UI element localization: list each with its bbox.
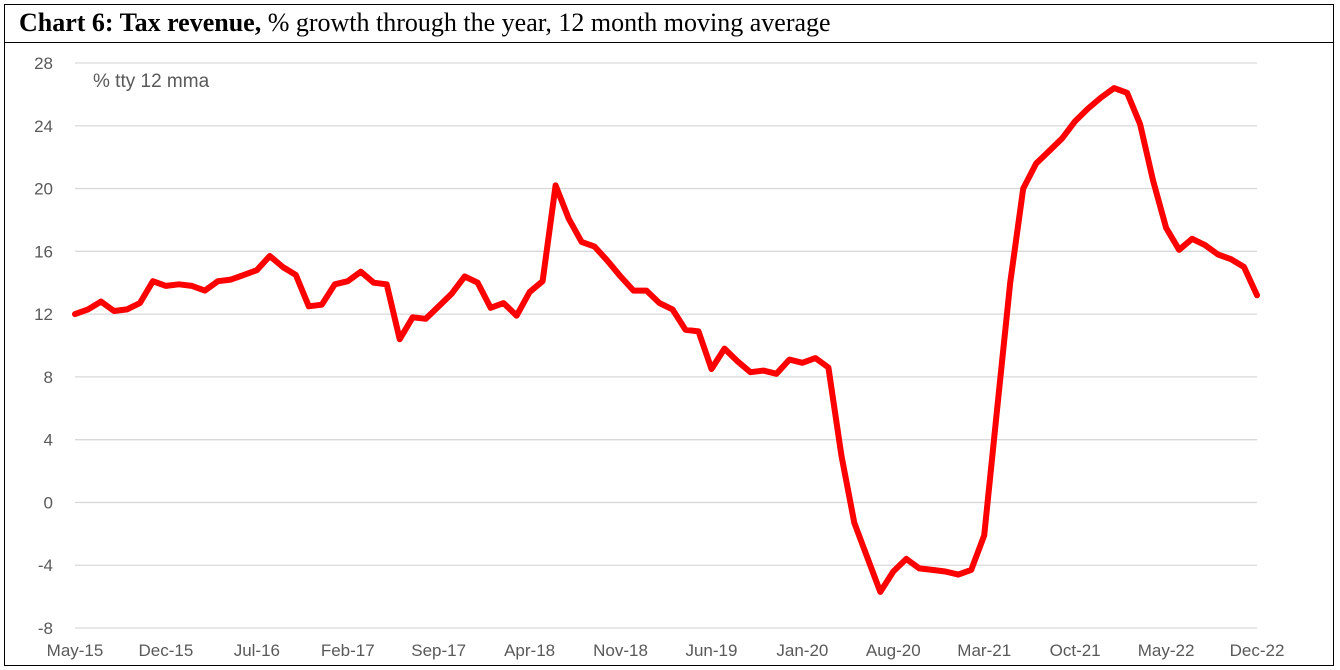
x-tick-label: May-15 — [47, 641, 104, 660]
y-tick-label: -8 — [38, 619, 53, 638]
y-axis-ticks: -8 -4 0 4 8 12 16 20 24 28 — [34, 54, 53, 638]
y-tick-label: 8 — [44, 368, 53, 387]
y-tick-label: 4 — [44, 431, 53, 450]
x-tick-label: Sep-17 — [411, 641, 466, 660]
x-tick-label: Jan-20 — [776, 641, 828, 660]
x-tick-label: Aug-20 — [866, 641, 921, 660]
y-tick-label: -4 — [38, 556, 53, 575]
x-tick-label: Mar-21 — [957, 641, 1011, 660]
chart-title-bold: Chart 6: Tax revenue, — [19, 8, 262, 37]
y-tick-label: 12 — [34, 305, 53, 324]
y-tick-label: 0 — [44, 493, 53, 512]
x-tick-label: Jun-19 — [685, 641, 737, 660]
x-tick-label: Nov-18 — [593, 641, 648, 660]
chart-title: Chart 6: Tax revenue, % growth through t… — [5, 5, 1333, 43]
x-tick-label: Dec-22 — [1230, 641, 1285, 660]
chart-title-rest: % growth through the year, 12 month movi… — [261, 8, 831, 37]
x-axis-ticks: May-15 Dec-15 Jul-16 Feb-17 Sep-17 Apr-18 Nov-… — [47, 641, 1285, 660]
x-tick-label: Jul-16 — [234, 641, 280, 660]
x-tick-label: Apr-18 — [504, 641, 555, 660]
x-tick-label: Feb-17 — [321, 641, 375, 660]
x-tick-label: Dec-15 — [139, 641, 194, 660]
line-chart: -8 -4 0 4 8 12 16 20 24 28 May-15 Dec-15 Jul-16 Feb-… — [34, 54, 1285, 660]
x-tick-label: Oct-21 — [1050, 641, 1101, 660]
x-tick-label: May-22 — [1138, 641, 1195, 660]
series-line — [72, 85, 1260, 595]
y-tick-label: 24 — [34, 117, 53, 136]
y-tick-label: 20 — [34, 180, 53, 199]
gridlines — [75, 62, 1257, 629]
y-tick-label: 28 — [34, 54, 53, 73]
y-tick-label: 16 — [34, 242, 53, 261]
chart-frame: Chart 6: Tax revenue, % growth through t… — [4, 4, 1334, 666]
unit-label: % tty 12 mma — [93, 71, 210, 92]
